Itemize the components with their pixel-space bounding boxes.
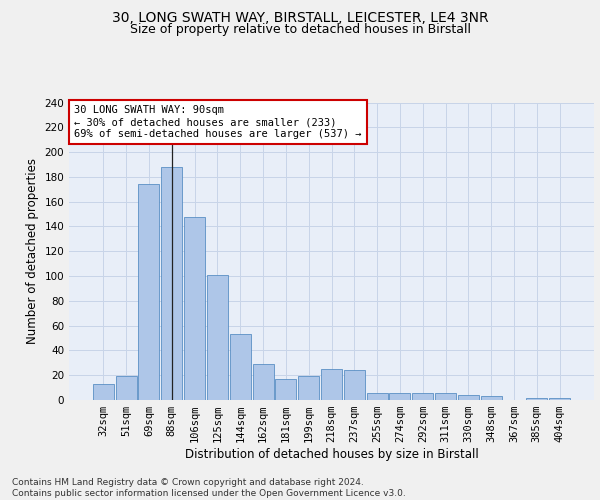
Bar xyxy=(207,275,228,400)
Bar xyxy=(93,384,114,400)
Bar xyxy=(367,392,388,400)
Bar xyxy=(412,392,433,400)
Bar xyxy=(161,167,182,400)
Bar xyxy=(253,364,274,400)
Bar xyxy=(526,398,547,400)
Bar xyxy=(139,184,160,400)
Text: Contains HM Land Registry data © Crown copyright and database right 2024.
Contai: Contains HM Land Registry data © Crown c… xyxy=(12,478,406,498)
Bar xyxy=(458,395,479,400)
Bar xyxy=(481,396,502,400)
Y-axis label: Number of detached properties: Number of detached properties xyxy=(26,158,39,344)
Text: Size of property relative to detached houses in Birstall: Size of property relative to detached ho… xyxy=(130,22,470,36)
Bar xyxy=(298,376,319,400)
Bar xyxy=(321,369,342,400)
Text: 30, LONG SWATH WAY, BIRSTALL, LEICESTER, LE4 3NR: 30, LONG SWATH WAY, BIRSTALL, LEICESTER,… xyxy=(112,11,488,25)
Bar xyxy=(549,398,570,400)
Bar xyxy=(344,370,365,400)
Bar xyxy=(275,379,296,400)
Bar xyxy=(184,216,205,400)
Bar xyxy=(389,392,410,400)
Bar xyxy=(230,334,251,400)
Bar xyxy=(435,392,456,400)
X-axis label: Distribution of detached houses by size in Birstall: Distribution of detached houses by size … xyxy=(185,448,478,461)
Text: 30 LONG SWATH WAY: 90sqm
← 30% of detached houses are smaller (233)
69% of semi-: 30 LONG SWATH WAY: 90sqm ← 30% of detach… xyxy=(74,106,362,138)
Bar xyxy=(116,376,137,400)
